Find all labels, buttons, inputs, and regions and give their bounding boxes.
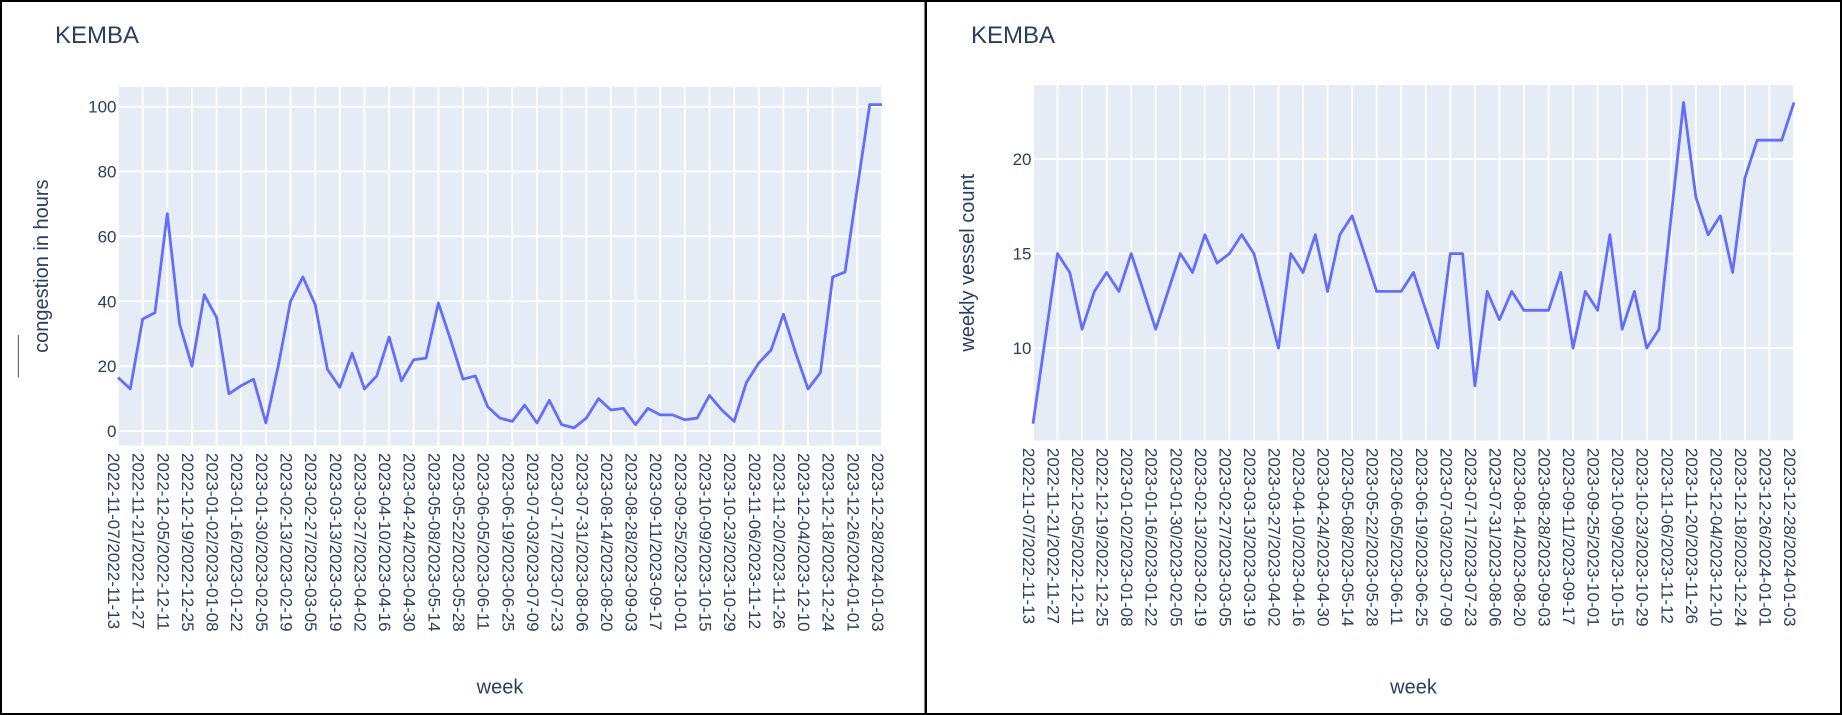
svg-text:2023-12-28/2024-01-03: 2023-12-28/2024-01-03 — [868, 453, 887, 632]
svg-text:2022-11-07/2022-11-13: 2022-11-07/2022-11-13 — [104, 453, 123, 629]
svg-text:2023-10-09/2023-10-15: 2023-10-09/2023-10-15 — [1608, 448, 1627, 627]
svg-text:2022-12-19/2022-12-25: 2022-12-19/2022-12-25 — [178, 453, 197, 632]
svg-text:2023-01-16/2023-01-22: 2023-01-16/2023-01-22 — [227, 453, 246, 632]
svg-text:2023-06-05/2023-06-11: 2023-06-05/2023-06-11 — [474, 453, 493, 630]
svg-text:2023-10-23/2023-10-29: 2023-10-23/2023-10-29 — [1633, 448, 1652, 627]
svg-text:2022-11-21/2022-11-27: 2022-11-21/2022-11-27 — [1044, 448, 1063, 624]
svg-text:2023-05-08/2023-05-14: 2023-05-08/2023-05-14 — [1338, 448, 1357, 627]
svg-text:2023-07-03/2023-07-09: 2023-07-03/2023-07-09 — [1436, 448, 1455, 627]
svg-text:2022-12-19/2022-12-25: 2022-12-19/2022-12-25 — [1093, 448, 1112, 627]
svg-text:2023-02-13/2023-02-19: 2023-02-13/2023-02-19 — [1191, 448, 1210, 627]
svg-text:2023-04-24/2023-04-30: 2023-04-24/2023-04-30 — [1314, 448, 1333, 627]
svg-text:2023-01-30/2023-02-05: 2023-01-30/2023-02-05 — [252, 453, 271, 632]
svg-text:2023-12-26/2024-01-01: 2023-12-26/2024-01-01 — [1755, 448, 1774, 627]
svg-text:2023-12-18/2023-12-24: 2023-12-18/2023-12-24 — [819, 453, 838, 632]
svg-text:2023-06-19/2023-06-25: 2023-06-19/2023-06-25 — [498, 453, 517, 632]
svg-text:60: 60 — [98, 227, 117, 246]
svg-text:2023-03-13/2023-03-19: 2023-03-13/2023-03-19 — [326, 453, 345, 632]
svg-text:2023-11-06/2023-11-12: 2023-11-06/2023-11-12 — [745, 453, 764, 629]
svg-text:2023-02-27/2023-03-05: 2023-02-27/2023-03-05 — [1215, 448, 1234, 627]
svg-text:KEMBA: KEMBA — [55, 22, 139, 49]
svg-text:week: week — [476, 677, 525, 699]
svg-text:2022-11-07/2022-11-13: 2022-11-07/2022-11-13 — [1019, 448, 1038, 624]
svg-text:2023-08-28/2023-09-03: 2023-08-28/2023-09-03 — [1535, 448, 1554, 627]
svg-text:15: 15 — [1013, 245, 1032, 264]
svg-text:week: week — [1389, 677, 1438, 699]
svg-text:0: 0 — [107, 422, 116, 441]
svg-text:2023-12-26/2024-01-01: 2023-12-26/2024-01-01 — [843, 453, 862, 632]
svg-text:2023-07-31/2023-08-06: 2023-07-31/2023-08-06 — [1485, 448, 1504, 627]
svg-text:2023-01-16/2023-01-22: 2023-01-16/2023-01-22 — [1142, 448, 1161, 627]
svg-text:2023-05-22/2023-05-28: 2023-05-22/2023-05-28 — [1363, 448, 1382, 627]
svg-text:KEMBA: KEMBA — [971, 22, 1055, 49]
svg-text:2023-06-19/2023-06-25: 2023-06-19/2023-06-25 — [1412, 448, 1431, 627]
svg-text:2023-09-25/2023-10-01: 2023-09-25/2023-10-01 — [1584, 448, 1603, 627]
svg-text:2023-10-23/2023-10-29: 2023-10-23/2023-10-29 — [720, 453, 739, 632]
svg-text:2023-11-20/2023-11-26: 2023-11-20/2023-11-26 — [1682, 448, 1701, 624]
svg-text:2023-09-11/2023-09-17: 2023-09-11/2023-09-17 — [646, 453, 665, 630]
svg-text:2023-02-27/2023-03-05: 2023-02-27/2023-03-05 — [301, 453, 320, 632]
svg-text:2023-03-27/2023-04-02: 2023-03-27/2023-04-02 — [350, 453, 369, 632]
svg-text:80: 80 — [98, 163, 117, 182]
svg-text:2023-01-02/2023-01-08: 2023-01-02/2023-01-08 — [203, 453, 222, 632]
svg-text:2023-12-04/2023-12-10: 2023-12-04/2023-12-10 — [794, 453, 813, 632]
svg-text:2023-07-17/2023-07-23: 2023-07-17/2023-07-23 — [1461, 448, 1480, 627]
svg-text:2023-05-08/2023-05-14: 2023-05-08/2023-05-14 — [424, 453, 443, 632]
svg-text:2023-01-30/2023-02-05: 2023-01-30/2023-02-05 — [1166, 448, 1185, 627]
svg-text:2023-07-17/2023-07-23: 2023-07-17/2023-07-23 — [548, 453, 567, 632]
svg-text:2023-09-25/2023-10-01: 2023-09-25/2023-10-01 — [671, 453, 690, 632]
svg-text:2023-12-18/2023-12-24: 2023-12-18/2023-12-24 — [1731, 448, 1750, 627]
svg-text:10: 10 — [1013, 339, 1032, 358]
svg-text:2023-04-10/2023-04-16: 2023-04-10/2023-04-16 — [1289, 448, 1308, 627]
svg-text:2023-03-27/2023-04-02: 2023-03-27/2023-04-02 — [1264, 448, 1283, 627]
svg-text:2023-07-03/2023-07-09: 2023-07-03/2023-07-09 — [523, 453, 542, 632]
svg-text:2023-04-24/2023-04-30: 2023-04-24/2023-04-30 — [400, 453, 419, 632]
svg-text:40: 40 — [98, 292, 117, 311]
svg-text:2023-11-06/2023-11-12: 2023-11-06/2023-11-12 — [1657, 448, 1676, 624]
svg-text:2023-09-11/2023-09-17: 2023-09-11/2023-09-17 — [1559, 448, 1578, 625]
svg-text:2023-06-05/2023-06-11: 2023-06-05/2023-06-11 — [1387, 448, 1406, 625]
svg-text:2022-12-05/2022-12-11: 2022-12-05/2022-12-11 — [1068, 448, 1087, 625]
svg-text:2023-11-20/2023-11-26: 2023-11-20/2023-11-26 — [769, 453, 788, 629]
svg-text:2023-05-22/2023-05-28: 2023-05-22/2023-05-28 — [449, 453, 468, 632]
svg-text:20: 20 — [1013, 150, 1032, 169]
svg-text:2022-11-21/2022-11-27: 2022-11-21/2022-11-27 — [129, 453, 148, 629]
svg-text:2023-08-28/2023-09-03: 2023-08-28/2023-09-03 — [622, 453, 641, 632]
svg-text:2023-04-10/2023-04-16: 2023-04-10/2023-04-16 — [375, 453, 394, 632]
svg-text:2023-03-13/2023-03-19: 2023-03-13/2023-03-19 — [1240, 448, 1259, 627]
svg-text:2023-02-13/2023-02-19: 2023-02-13/2023-02-19 — [277, 453, 296, 632]
svg-text:2023-07-31/2023-08-06: 2023-07-31/2023-08-06 — [572, 453, 591, 632]
svg-text:weekly vessel count: weekly vessel count — [957, 173, 979, 352]
svg-text:2023-12-28/2024-01-03: 2023-12-28/2024-01-03 — [1780, 448, 1799, 627]
svg-text:2022-12-05/2022-12-11: 2022-12-05/2022-12-11 — [153, 453, 172, 630]
svg-text:2023-08-14/2023-08-20: 2023-08-14/2023-08-20 — [597, 453, 616, 632]
svg-text:2023-10-09/2023-10-15: 2023-10-09/2023-10-15 — [695, 453, 714, 632]
svg-text:congestion in hours: congestion in hours — [31, 179, 53, 352]
svg-text:20: 20 — [98, 357, 117, 376]
svg-text:2023-08-14/2023-08-20: 2023-08-14/2023-08-20 — [1510, 448, 1529, 627]
svg-text:100: 100 — [88, 98, 116, 117]
svg-text:2023-12-04/2023-12-10: 2023-12-04/2023-12-10 — [1706, 448, 1725, 627]
svg-text:2023-01-02/2023-01-08: 2023-01-02/2023-01-08 — [1117, 448, 1136, 627]
